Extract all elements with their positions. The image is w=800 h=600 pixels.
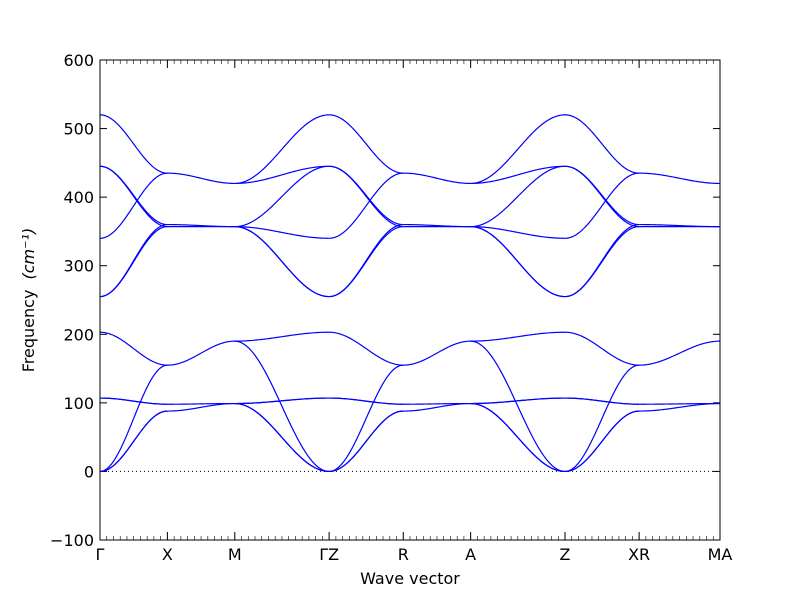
band-curve	[167, 402, 235, 412]
band-curve	[470, 340, 566, 473]
band-curve	[470, 402, 566, 473]
band-curve	[470, 165, 566, 185]
plot-frame	[99, 59, 721, 541]
x-tick-label: XR	[628, 545, 650, 564]
y-tick-label: 300	[63, 257, 94, 276]
band-curve	[639, 172, 721, 185]
band-curve	[234, 114, 330, 185]
band-curve	[99, 114, 168, 174]
band-curve	[564, 165, 640, 228]
band-curve	[564, 410, 640, 473]
band-curve	[639, 402, 721, 412]
band-curve	[470, 331, 565, 342]
band-curve	[99, 226, 168, 298]
band-curve	[100, 397, 168, 405]
x-tick-label: MA	[708, 545, 733, 564]
band-curve	[403, 340, 471, 366]
band-curve	[234, 165, 330, 228]
x-axis-label: Wave vector	[360, 569, 460, 588]
band-curve	[470, 226, 566, 239]
band-curve	[99, 165, 168, 228]
band-curve	[564, 226, 640, 298]
plot-area	[100, 60, 720, 540]
x-tick-label: X	[162, 545, 173, 564]
y-tick-label: 0	[84, 462, 94, 481]
band-curve	[234, 397, 330, 405]
x-tick-label: A	[465, 545, 476, 564]
x-tick-label: Γ	[96, 545, 105, 564]
band-curve	[329, 397, 404, 405]
band-curve	[329, 364, 404, 473]
band-curve	[329, 226, 404, 298]
y-tick-label: 100	[63, 394, 94, 413]
y-tick-label: 500	[63, 120, 94, 139]
band-curve	[470, 165, 566, 228]
band-curve	[329, 165, 404, 228]
y-tick-label: −100	[50, 531, 94, 550]
band-curve	[329, 172, 404, 239]
band-curve	[234, 340, 330, 473]
band-curve	[403, 172, 471, 185]
band-curve	[470, 397, 565, 405]
x-tick-label: Z	[560, 545, 571, 564]
band-curve	[234, 165, 330, 185]
band-curves	[99, 114, 721, 473]
band-curve	[99, 331, 168, 366]
band-curve	[564, 114, 640, 174]
y-tick-label: 200	[63, 325, 94, 344]
y-axis-label-text: Frequency	[19, 290, 38, 373]
band-curve	[564, 364, 640, 473]
band-curve	[99, 172, 168, 239]
band-curve	[167, 172, 235, 185]
x-tick-label: R	[398, 545, 409, 564]
band-curve	[565, 397, 640, 405]
y-tick-labels: −100 0 100 200 300 400 500 600	[50, 51, 94, 550]
band-curve	[99, 364, 168, 473]
band-curve	[234, 226, 330, 239]
band-curve	[329, 331, 404, 366]
band-curve	[639, 340, 721, 366]
band-curve	[234, 331, 330, 342]
y-tick-label: 600	[63, 51, 94, 70]
y-tick-label: 400	[63, 188, 94, 207]
y-axis-label: Frequency (cm⁻¹)	[19, 228, 38, 372]
x-tick-label: ΓZ	[319, 545, 339, 564]
y-axis-label-unit: (cm⁻¹)	[19, 228, 38, 280]
x-tick-label: M	[228, 545, 242, 564]
band-curve	[564, 331, 640, 366]
axis-ticks	[99, 59, 721, 541]
x-tick-labels: Γ X M ΓZ R A Z XR MA	[96, 545, 733, 564]
band-curve	[470, 226, 566, 298]
band-curve	[329, 114, 404, 174]
band-curve	[234, 402, 330, 473]
band-curve	[470, 114, 566, 185]
band-curve	[167, 340, 235, 366]
band-curve	[99, 410, 168, 473]
band-curve	[564, 172, 640, 239]
band-curve	[234, 226, 330, 298]
band-curve	[403, 402, 471, 412]
band-curve	[329, 410, 404, 473]
